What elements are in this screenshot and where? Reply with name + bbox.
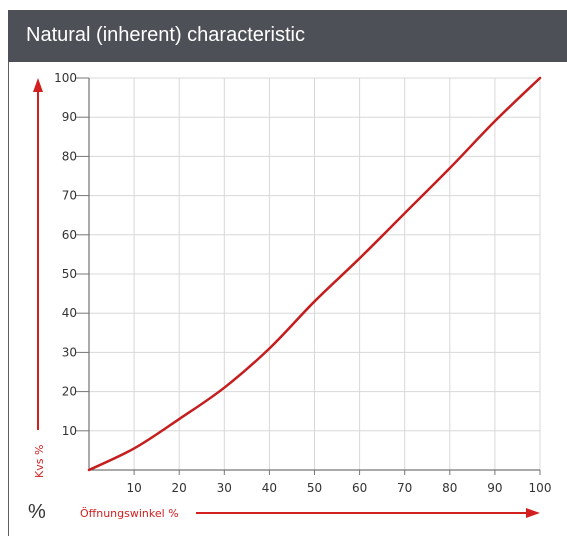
x-tick-label: 50	[307, 481, 322, 495]
tick-labels: 10 20 30 40 50 60 70 80 90 100 10 20 30 40 50 60 70 80 90 1…	[54, 71, 551, 495]
y-arrow-head	[33, 78, 43, 92]
y-tick-label: 80	[62, 149, 77, 163]
y-tick-label: 90	[62, 110, 77, 124]
x-tick-label: 100	[529, 481, 552, 495]
x-tick-label: 10	[126, 481, 141, 495]
series-line	[87, 76, 542, 472]
x-tick-label: 20	[172, 481, 187, 495]
x-tick-label: 80	[442, 481, 457, 495]
panel-title: Natural (inherent) characteristic	[26, 24, 305, 46]
x-tick-label: 60	[352, 481, 367, 495]
y-tick-label: 20	[62, 385, 77, 399]
y-tick-label: 30	[62, 345, 77, 359]
panel-header: Natural (inherent) characteristic	[8, 10, 567, 62]
x-tick-label: 90	[487, 481, 502, 495]
series	[87, 76, 542, 472]
axis-labels: Kvs % Öffnungswinkel %%	[28, 78, 540, 523]
y-tick-label: 60	[62, 228, 77, 242]
x-tick-label: 30	[217, 481, 232, 495]
x-tick-label: 40	[262, 481, 277, 495]
x-axis-label: Öffnungswinkel %	[80, 507, 179, 520]
y-axis-label: Kvs %	[33, 445, 46, 478]
y-tick-label: 40	[62, 306, 77, 320]
grid	[89, 77, 541, 470]
y-tick-label: 10	[62, 424, 77, 438]
chart-panel	[8, 10, 567, 536]
y-tick-label: 100	[54, 71, 77, 85]
y-tick-label: 70	[62, 189, 77, 203]
x-arrow-head	[526, 508, 540, 518]
x-tick-label: 70	[397, 481, 412, 495]
y-tick-label: 50	[62, 267, 77, 281]
axes	[75, 77, 541, 475]
unit-label: %	[28, 501, 46, 523]
